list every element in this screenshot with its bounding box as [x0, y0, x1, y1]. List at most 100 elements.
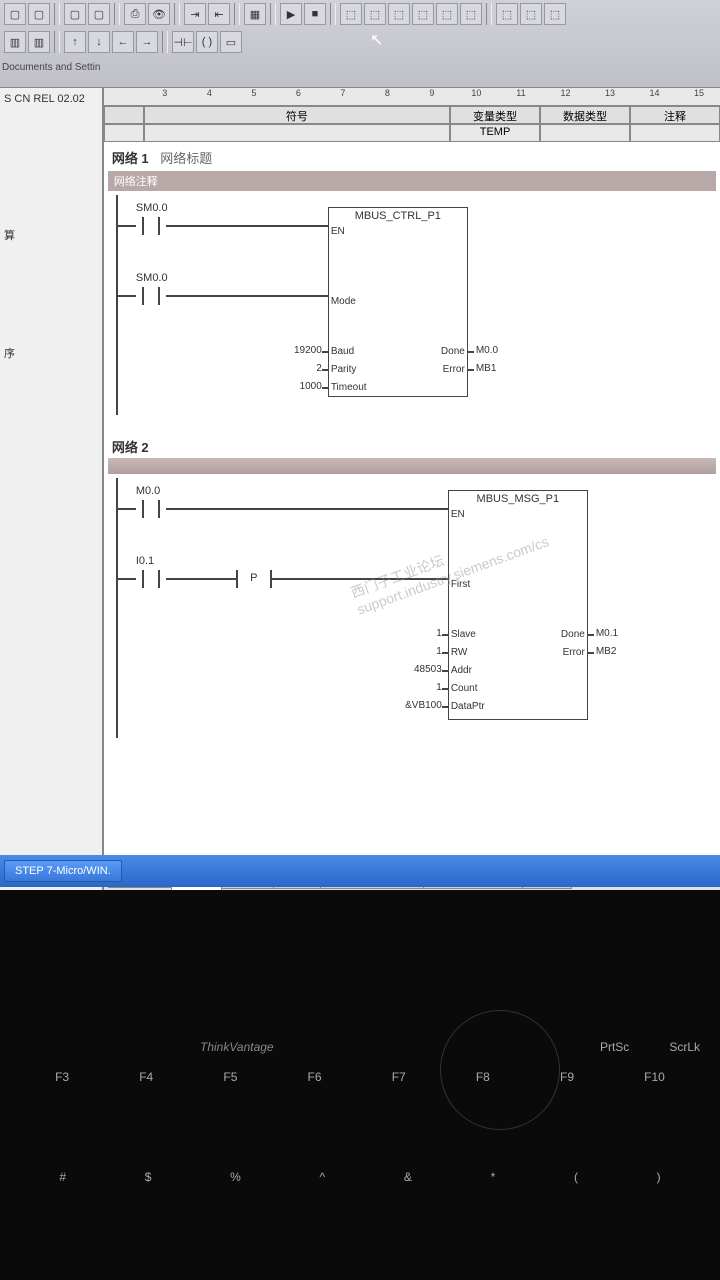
toolbar-button[interactable]: ⬚: [388, 3, 410, 25]
key-f3: F3: [55, 1070, 69, 1084]
wire: [116, 578, 136, 580]
pin-tick: [322, 369, 328, 371]
project-tree[interactable]: S CN REL 02.02 算 序: [0, 88, 104, 890]
network-2-bar: [108, 458, 716, 474]
block-button[interactable]: ▭: [220, 31, 242, 53]
ruler-mark: 7: [322, 88, 364, 98]
toolbar-button[interactable]: ⬚: [520, 3, 542, 25]
stop-button[interactable]: ■: [304, 3, 326, 25]
windows-taskbar[interactable]: STEP 7-Micro/WIN.: [0, 855, 720, 887]
contact-sm00[interactable]: SM0.0: [136, 217, 166, 235]
toolbar-button[interactable]: ▦: [244, 3, 266, 25]
out-error: MB2: [596, 646, 617, 657]
pin-tick: [442, 670, 448, 672]
toolbar-button[interactable]: ⬚: [544, 3, 566, 25]
toolbar-button[interactable]: ⬚: [412, 3, 434, 25]
toolbar-button[interactable]: ⎙: [124, 3, 146, 25]
contact-i01[interactable]: I0.1: [136, 570, 166, 588]
contact-m00[interactable]: M0.0: [136, 500, 166, 518]
val-dataptr: &VB100: [392, 700, 442, 711]
taskbar-app-button[interactable]: STEP 7-Micro/WIN.: [4, 860, 122, 882]
toolbar-button[interactable]: ▢: [4, 3, 26, 25]
tree-item[interactable]: 算: [4, 226, 98, 244]
pin-tick: [588, 634, 594, 636]
toolbar-button[interactable]: ↑: [64, 31, 86, 53]
wire: [116, 295, 136, 297]
contact-label: SM0.0: [136, 202, 168, 214]
ruler-mark: 15: [678, 88, 720, 98]
cell[interactable]: [104, 124, 144, 142]
mbus-msg-block[interactable]: MBUS_MSG_P1 EN First Slave RW Addr Count…: [448, 490, 588, 720]
pin-tick: [442, 688, 448, 690]
toolbar-button[interactable]: ⬚: [496, 3, 518, 25]
wire: [166, 295, 328, 297]
toolbar-button[interactable]: ⬚: [460, 3, 482, 25]
coil-button[interactable]: ( ): [196, 31, 218, 53]
val-rw: 1: [392, 646, 442, 657]
ruler-mark: 5: [233, 88, 275, 98]
toolbar-button[interactable]: ▢: [64, 3, 86, 25]
toolbar-button[interactable]: →: [136, 31, 158, 53]
ladder-canvas[interactable]: 网络 1 网络标题 网络注释 SM0.0 SM0.0: [104, 142, 720, 868]
network-label: 网络 2: [112, 440, 149, 455]
ruler-mark: 13: [589, 88, 631, 98]
key-f4: F4: [139, 1070, 153, 1084]
toolbar-row-1: ▢ ▢ ▢ ▢ ⎙ 👁 ⇥ ⇤ ▦ ▶ ■ ⬚ ⬚ ↖ ⬚ ⬚ ⬚ ⬚ ⬚: [0, 0, 720, 28]
thinkvantage-label: ThinkVantage: [200, 1040, 274, 1054]
cell-temp[interactable]: TEMP: [450, 124, 540, 142]
p-label: P: [250, 572, 257, 584]
toolbar-button[interactable]: ▢: [88, 3, 110, 25]
key-sym: ^: [320, 1170, 326, 1184]
wire: [272, 578, 448, 580]
network-1-comment[interactable]: 网络注释: [108, 171, 716, 191]
ruler-mark: 11: [500, 88, 542, 98]
toolbar-button[interactable]: ↓: [88, 31, 110, 53]
screen: ▢ ▢ ▢ ▢ ⎙ 👁 ⇥ ⇤ ▦ ▶ ■ ⬚ ⬚ ↖ ⬚ ⬚ ⬚ ⬚ ⬚: [0, 0, 720, 890]
network-2-rung[interactable]: M0.0 I0.1 P MBUS_MSG_P1 EN Firs: [108, 478, 716, 738]
pin-tick: [442, 706, 448, 708]
cell[interactable]: [144, 124, 450, 142]
contact-label: M0.0: [136, 485, 160, 497]
toolbar-button[interactable]: ▥: [4, 31, 26, 53]
left-rail: [116, 195, 118, 415]
toolbar-button[interactable]: ⬚: [340, 3, 362, 25]
toolbar-button[interactable]: 👁: [148, 3, 170, 25]
contact-button[interactable]: ⊣⊢: [172, 31, 194, 53]
toolbar-button[interactable]: ▥: [28, 31, 50, 53]
key-f9: F9: [560, 1070, 574, 1084]
pin-done: Done: [561, 629, 585, 640]
pin-count: Count: [451, 683, 478, 694]
pin-en: EN: [331, 226, 345, 237]
tree-item[interactable]: S CN REL 02.02: [4, 92, 98, 106]
network-1-header[interactable]: 网络 1 网络标题: [108, 146, 716, 169]
mbus-ctrl-block[interactable]: MBUS_CTRL_P1 EN Mode Baud Parity Timeout…: [328, 207, 468, 397]
toolbar: ▢ ▢ ▢ ▢ ⎙ 👁 ⇥ ⇤ ▦ ▶ ■ ⬚ ⬚ ↖ ⬚ ⬚ ⬚ ⬚ ⬚: [0, 0, 720, 88]
contact-sm00-2[interactable]: SM0.0: [136, 287, 166, 305]
network-label: 网络 1: [112, 151, 149, 166]
separator: [486, 3, 492, 25]
wire: [166, 578, 236, 580]
var-table-header: 符号 变量类型 数据类型 注释: [104, 106, 720, 124]
key-sym: &: [404, 1170, 412, 1184]
separator: [162, 31, 168, 53]
toolbar-button[interactable]: ⇤: [208, 3, 230, 25]
network-1-rung[interactable]: SM0.0 SM0.0 MBUS_CTRL_P1 EN Mode Baud: [108, 195, 716, 415]
pin-error: Error: [443, 364, 465, 375]
cell[interactable]: [540, 124, 630, 142]
p-contact[interactable]: P: [236, 570, 272, 588]
pin-parity: Parity: [331, 364, 357, 375]
var-table-row[interactable]: TEMP: [104, 124, 720, 142]
out-error: MB1: [476, 363, 497, 374]
tree-item[interactable]: 序: [4, 344, 98, 362]
toolbar-button[interactable]: ←: [112, 31, 134, 53]
toolbar-button[interactable]: ⇥: [184, 3, 206, 25]
network-2-header[interactable]: 网络 2: [108, 435, 716, 458]
ruler-mark: 12: [544, 88, 586, 98]
cell[interactable]: [630, 124, 720, 142]
toolbar-button[interactable]: ⬚: [436, 3, 458, 25]
toolbar-button[interactable]: ⬚: [364, 3, 386, 25]
toolbar-button[interactable]: ▢: [28, 3, 50, 25]
toolbar-row-2: ▥ ▥ ↑ ↓ ← → ⊣⊢ ( ) ▭: [0, 28, 720, 56]
run-button[interactable]: ▶: [280, 3, 302, 25]
val-timeout: 1000: [278, 381, 322, 392]
